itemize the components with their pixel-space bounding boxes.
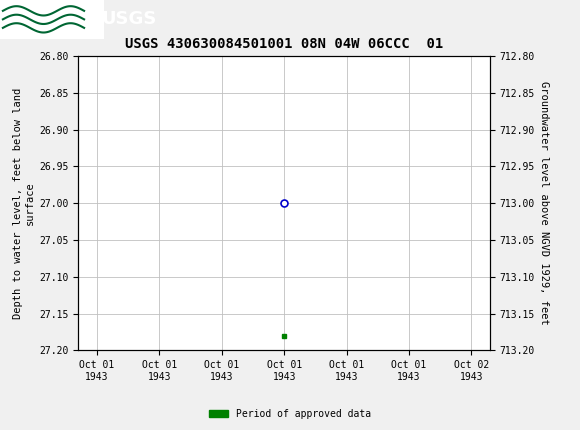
Y-axis label: Depth to water level, feet below land
surface: Depth to water level, feet below land su…: [13, 88, 35, 319]
Y-axis label: Groundwater level above NGVD 1929, feet: Groundwater level above NGVD 1929, feet: [539, 81, 549, 325]
Bar: [1, 2, 90, 37]
Bar: [0, 0, 104, 39]
Bar: [0, 0, 104, 39]
Legend: Period of approved data: Period of approved data: [205, 405, 375, 423]
Title: USGS 430630084501001 08N 04W 06CCC  01: USGS 430630084501001 08N 04W 06CCC 01: [125, 37, 443, 51]
Text: USGS: USGS: [102, 10, 157, 28]
